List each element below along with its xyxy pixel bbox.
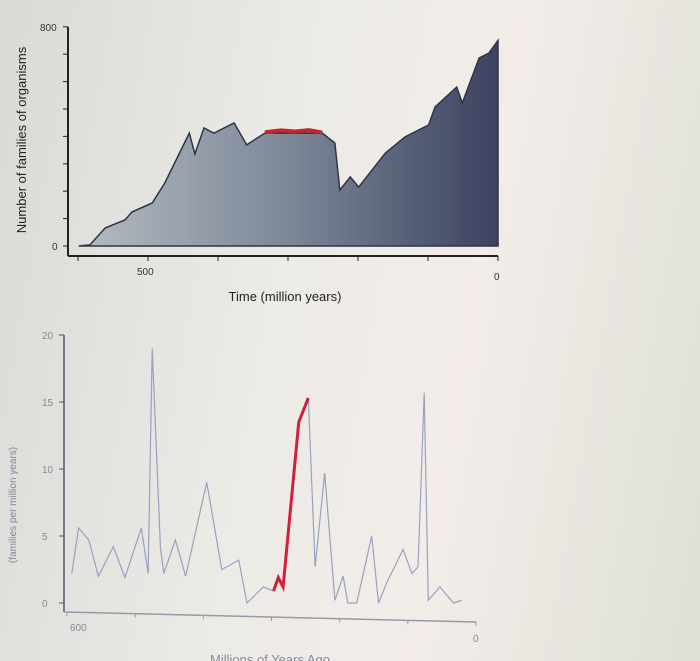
- top-highlight-segment: [264, 128, 323, 135]
- bottom-x-axis-label: Millions of Years Ago: [210, 652, 330, 661]
- bottom-x-tick-label: 600: [70, 623, 87, 634]
- top-x-tick-label: 0: [494, 272, 500, 283]
- top-x-axis-label: Time (million years): [229, 289, 342, 304]
- top-y-tick-label: 0: [52, 242, 58, 253]
- bottom-y-axis-label: (families per million years): [8, 447, 19, 563]
- top-x-tick-label: 500: [137, 267, 154, 278]
- bottom-x-tick-label: 0: [473, 634, 479, 645]
- bottom-y-tick-label: 5: [42, 532, 48, 543]
- bottom-chart: 0 5 10 15 20 600 0 (families per million yea…: [8, 331, 479, 661]
- bottom-line-series: [71, 348, 462, 605]
- top-area-series: [78, 38, 499, 247]
- bottom-y-tick-label: 10: [42, 465, 54, 476]
- bottom-y-tick-label: 20: [42, 331, 54, 342]
- bottom-highlight-segment: [272, 397, 310, 593]
- top-y-tick-label: 800: [40, 23, 57, 34]
- bottom-y-tick-label: 15: [42, 398, 54, 409]
- bottom-x-axis: [63, 611, 477, 623]
- bottom-y-tick-label: 0: [42, 599, 48, 610]
- top-y-axis-label: Number of families of organisms: [14, 46, 29, 233]
- top-chart: 800 0 500 0 Time (million years) Number …: [14, 23, 500, 304]
